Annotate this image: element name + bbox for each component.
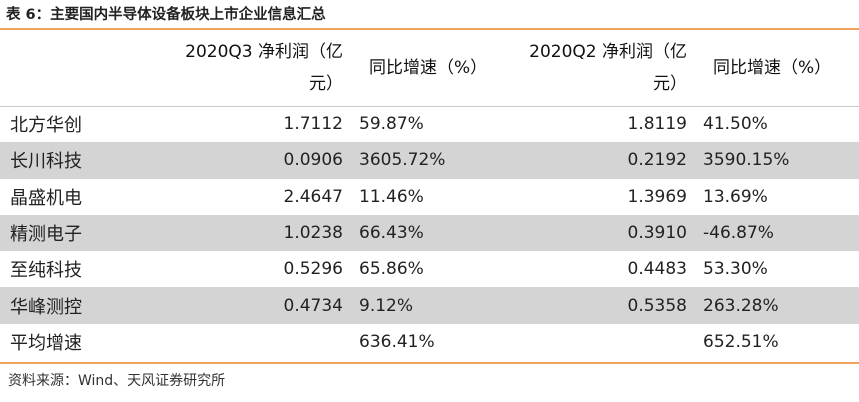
q3-profit: 0.4734 — [161, 287, 347, 324]
q2-profit — [526, 324, 691, 360]
header-q2-profit: 2020Q2 净利润（亿元） — [529, 42, 687, 94]
average-row: 平均增速 636.41% 652.51% — [0, 324, 859, 360]
table-title: 表 6：主要国内半导体设备板块上市企业信息汇总 — [6, 7, 326, 23]
q2-growth: 53.30% — [703, 259, 768, 280]
table-row: 北方华创 1.7112 59.87% 1.8119 41.50% — [0, 106, 859, 142]
table-row: 至纯科技 0.5296 65.86% 0.4483 53.30% — [0, 251, 859, 287]
header-company — [0, 30, 161, 106]
header-divider — [0, 106, 859, 107]
q3-profit — [161, 324, 347, 360]
q3-growth: 9.12% — [347, 287, 526, 324]
q3-average-growth: 636.41% — [359, 331, 435, 352]
company-info-table: 2020Q3 净利润（亿元） 同比增速（%） 2020Q2 净利润（亿元） 同比… — [0, 30, 859, 360]
company-name: 至纯科技 — [10, 260, 82, 282]
q3-growth: 65.86% — [359, 259, 424, 280]
q2-profit: 0.4483 — [627, 259, 687, 280]
table-row: 精测电子 1.0238 66.43% 0.3910 -46.87% — [0, 214, 859, 252]
q2-profit: 1.8119 — [627, 114, 687, 135]
table-row: 长川科技 0.0906 3605.72% 0.2192 3590.15% — [0, 142, 859, 179]
q3-profit: 2.4647 — [283, 186, 343, 207]
company-name: 华峰测控 — [0, 287, 161, 324]
company-name: 晶盛机电 — [10, 187, 82, 209]
q3-growth: 11.46% — [359, 186, 424, 207]
top-divider — [0, 28, 859, 30]
q2-growth: 263.28% — [691, 287, 859, 324]
company-name: 长川科技 — [0, 142, 161, 179]
header-q3-profit: 2020Q3 净利润（亿元） — [185, 42, 343, 94]
average-label: 平均增速 — [10, 332, 82, 354]
q2-growth: 41.50% — [703, 114, 768, 135]
q3-profit: 0.5296 — [283, 259, 343, 280]
q2-growth: 13.69% — [703, 186, 768, 207]
source-note: 资料来源：Wind、天风证券研究所 — [8, 373, 226, 389]
company-name: 北方华创 — [10, 115, 82, 137]
q3-growth: 59.87% — [359, 114, 424, 135]
table-row: 华峰测控 0.4734 9.12% 0.5358 263.28% — [0, 287, 859, 324]
table-header-row: 2020Q3 净利润（亿元） 同比增速（%） 2020Q2 净利润（亿元） 同比… — [0, 30, 859, 106]
q2-profit: 0.5358 — [526, 287, 691, 324]
q2-profit: 0.3910 — [526, 214, 691, 252]
q3-profit: 0.0906 — [161, 142, 347, 179]
q3-profit: 1.0238 — [161, 214, 347, 252]
q3-growth: 3605.72% — [347, 142, 526, 179]
q2-average-growth: 652.51% — [703, 331, 779, 352]
table-row: 晶盛机电 2.4647 11.46% 1.3969 13.69% — [0, 179, 859, 215]
company-name: 精测电子 — [0, 214, 161, 252]
q2-growth: -46.87% — [691, 214, 859, 252]
q3-profit: 1.7112 — [283, 114, 343, 135]
q2-profit: 0.2192 — [526, 142, 691, 179]
header-q2-growth: 同比增速（%） — [713, 58, 832, 78]
bottom-divider — [0, 362, 859, 364]
q2-growth: 3590.15% — [691, 142, 859, 179]
q3-growth: 66.43% — [347, 214, 526, 252]
q2-profit: 1.3969 — [627, 186, 687, 207]
header-q3-growth: 同比增速（%） — [369, 58, 488, 78]
